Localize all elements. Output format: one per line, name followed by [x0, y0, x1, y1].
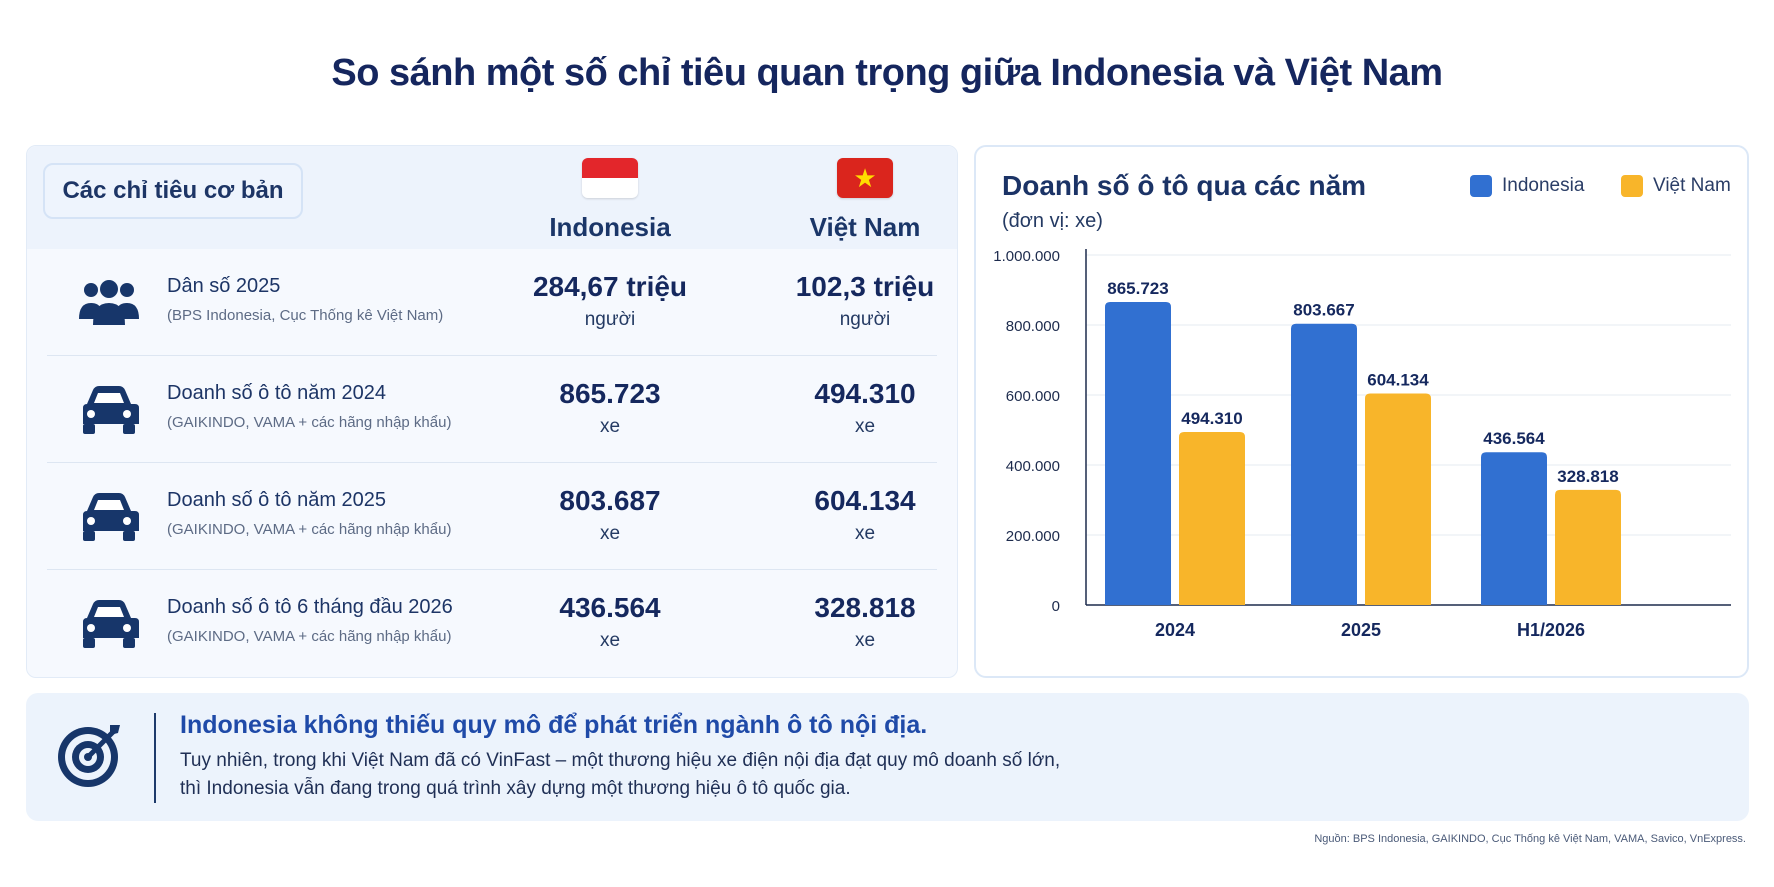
insight-heading: Indonesia không thiếu quy mô để phát tri… — [180, 711, 928, 739]
column-vietnam: ★ Việt Nam — [765, 158, 965, 243]
data-label: 803.667 — [1293, 301, 1354, 320]
unit-vietnam: xe — [854, 523, 876, 544]
x-tick-label: 2025 — [1341, 620, 1381, 640]
bar-indonesia-2024 — [1105, 301, 1171, 605]
row-label: Doanh số ô tô 6 tháng đầu 2026 — [167, 596, 453, 618]
unit-indonesia: xe — [599, 630, 621, 651]
x-tick-label: H1/2026 — [1517, 620, 1585, 640]
legend-item-vietnam: Việt Nam — [1621, 175, 1731, 197]
data-label: 494.310 — [1181, 409, 1242, 428]
target-icon — [58, 725, 120, 787]
unit-indonesia: xe — [599, 416, 621, 437]
indonesia-flag-icon — [582, 158, 638, 198]
y-tick-label: 800.000 — [1006, 318, 1060, 335]
people-icon — [79, 280, 139, 325]
chart-title: Doanh số ô tô qua các năm — [1002, 170, 1367, 201]
data-label: 436.564 — [1483, 429, 1545, 448]
insight-text-line-1: Tuy nhiên, trong khi Việt Nam đã có VinF… — [180, 750, 1061, 771]
car-icon — [83, 493, 139, 541]
sales-chart-panel: 0 200.000 400.000 600.000 800.000 1.000.000 86… — [974, 145, 1749, 678]
indicators-table: Các chỉ tiêu cơ bản Indonesia ★ Việt Nam… — [26, 145, 958, 678]
value-indonesia: 284,67 triệu — [532, 271, 688, 302]
bar-việt-nam-2025 — [1365, 393, 1431, 605]
table-row-sales-2024: Doanh số ô tô năm 2024 (GAIKINDO, VAMA +… — [47, 356, 937, 463]
insight-divider — [154, 713, 156, 803]
bar-indonesia-h1-2026 — [1481, 452, 1547, 605]
row-label: Dân số 2025 — [167, 275, 281, 297]
column-label-indonesia: Indonesia — [549, 212, 671, 242]
table-header-label: Các chỉ tiêu cơ bản — [43, 163, 303, 219]
y-tick-label: 0 — [1052, 598, 1060, 615]
value-indonesia: 436.564 — [559, 592, 661, 623]
row-source: (GAIKINDO, VAMA + các hãng nhập khẩu) — [167, 628, 452, 645]
bar-indonesia-2025 — [1291, 323, 1357, 605]
car-icon — [83, 600, 139, 648]
value-vietnam: 102,3 triệu — [795, 271, 935, 302]
bar-chart: 0 200.000 400.000 600.000 800.000 1.000.000 86… — [993, 248, 1731, 640]
unit-vietnam: người — [839, 309, 891, 330]
data-label: 604.134 — [1367, 371, 1429, 390]
value-vietnam: 328.818 — [814, 592, 916, 623]
row-source: (GAIKINDO, VAMA + các hãng nhập khẩu) — [167, 521, 452, 538]
legend-swatch-indonesia — [1470, 175, 1492, 197]
unit-indonesia: xe — [599, 523, 621, 544]
y-tick-label: 1.000.000 — [993, 248, 1060, 265]
car-icon — [83, 386, 139, 434]
value-vietnam: 494.310 — [814, 378, 916, 409]
table-row-sales-h1-2026: Doanh số ô tô 6 tháng đầu 2026 (GAIKINDO… — [47, 570, 937, 677]
legend-label-vietnam: Việt Nam — [1653, 175, 1731, 196]
value-indonesia: 803.687 — [559, 485, 661, 516]
bar-việt-nam-2024 — [1179, 431, 1245, 605]
bar-việt-nam-h1-2026 — [1555, 489, 1621, 605]
table-row-population: Dân số 2025 (BPS Indonesia, Cục Thống kê… — [47, 249, 937, 356]
value-indonesia: 865.723 — [559, 378, 661, 409]
y-tick-label: 600.000 — [1006, 388, 1060, 405]
value-vietnam: 604.134 — [814, 485, 916, 516]
column-label-vietnam: Việt Nam — [809, 212, 921, 242]
chart-subtitle: (đơn vị: xe) — [1002, 210, 1103, 232]
row-source: (GAIKINDO, VAMA + các hãng nhập khẩu) — [167, 414, 452, 431]
column-indonesia: Indonesia — [510, 158, 710, 243]
y-tick-label: 200.000 — [1006, 528, 1060, 545]
data-label: 328.818 — [1557, 467, 1618, 486]
insight-text-line-2: thì Indonesia vẫn đang trong quá trình x… — [180, 778, 851, 799]
legend-swatch-vietnam — [1621, 175, 1643, 197]
unit-vietnam: xe — [854, 416, 876, 437]
table-header: Các chỉ tiêu cơ bản Indonesia ★ Việt Nam — [27, 146, 957, 249]
legend-label-indonesia: Indonesia — [1502, 175, 1585, 196]
y-tick-label: 400.000 — [1006, 458, 1060, 475]
unit-vietnam: xe — [854, 630, 876, 651]
x-tick-label: 2024 — [1155, 620, 1195, 640]
row-label: Doanh số ô tô năm 2024 — [167, 382, 387, 404]
vietnam-flag-icon: ★ — [837, 158, 893, 198]
data-label: 865.723 — [1107, 279, 1168, 298]
page-title: So sánh một số chỉ tiêu quan trọng giữa … — [331, 52, 1443, 94]
row-source: (BPS Indonesia, Cục Thống kê Việt Nam) — [167, 307, 444, 324]
legend-item-indonesia: Indonesia — [1470, 175, 1584, 197]
unit-indonesia: người — [584, 309, 636, 330]
table-row-sales-2025: Doanh số ô tô năm 2025 (GAIKINDO, VAMA +… — [47, 463, 937, 570]
row-label: Doanh số ô tô năm 2025 — [167, 489, 387, 511]
source-footnote: Nguồn: BPS Indonesia, GAIKINDO, Cục Thốn… — [1314, 833, 1746, 845]
insight-box: Indonesia không thiếu quy mô để phát tri… — [26, 693, 1749, 821]
